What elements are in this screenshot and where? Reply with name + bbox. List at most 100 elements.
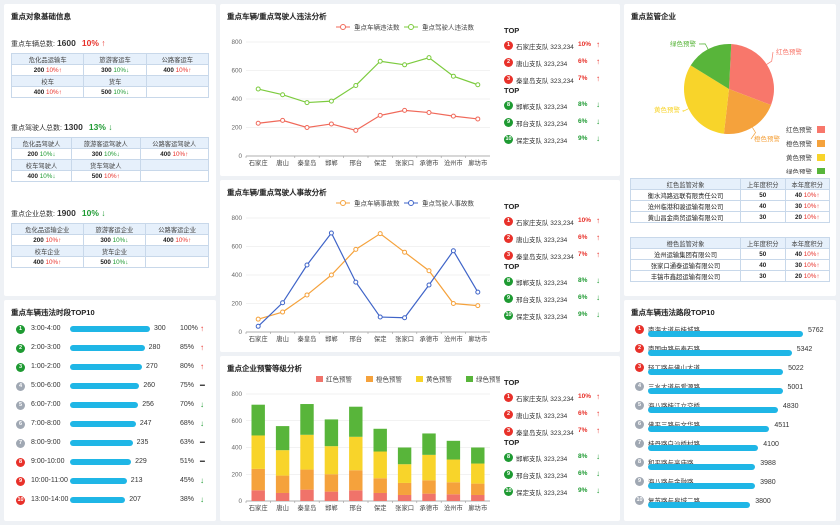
orange-monitor-table: 橙色监管对象 上年度积分 本年度积分 沧州运输集团有限公司 50 40 10%↑ 张家口通泰…	[630, 237, 830, 282]
top-name: 唐山支队 323,234	[516, 413, 568, 420]
top-name: 秦皇岛支队 323,234	[516, 78, 574, 85]
bar-segment	[446, 494, 461, 501]
legend-marker	[408, 200, 414, 206]
period-bar	[70, 383, 140, 389]
top-pct: 6%	[578, 410, 588, 417]
legend-swatch	[316, 376, 323, 382]
data-point	[450, 248, 456, 254]
legend-label: 绿色预警	[476, 375, 500, 384]
pie-slice	[723, 89, 772, 134]
table-cell	[145, 86, 210, 98]
top-pct: 9%	[578, 135, 588, 142]
data-point	[280, 117, 286, 123]
rank-badge: 10	[16, 496, 25, 505]
top-label: TOP	[504, 26, 520, 35]
period-pct: 68%	[180, 420, 195, 427]
road-value: 3800	[755, 498, 771, 505]
table-value-row: 200 10%↑ 300 10%↓ 400 10%↑	[10, 64, 210, 76]
cell-arrow: ↑	[185, 150, 189, 158]
rank-badge: 9	[635, 477, 644, 486]
x-tick-label: 张家口	[395, 158, 414, 167]
top-pct: 6%	[578, 58, 588, 65]
table-header-row: 红色监管对象 上年度积分 本年度积分	[630, 178, 830, 190]
legend-label: 黄色预警	[786, 153, 813, 162]
rank-badge: 6	[16, 420, 25, 429]
this-year-score: 30 10%↑	[784, 259, 830, 271]
legend-entry: 橙色预警	[786, 139, 825, 148]
cell-value: 200	[33, 236, 44, 244]
period-label: 8:00-9:00	[31, 439, 61, 446]
period-label: 2:00-3:00	[31, 344, 61, 351]
cell-arrow: ↓	[116, 150, 120, 158]
road-label: 桂丹路白沙桥村路	[648, 438, 700, 448]
cell-pct: 10%	[172, 150, 186, 158]
table-cell: 400 10%↑	[10, 86, 85, 98]
road-value: 3980	[760, 479, 776, 486]
rank-badge: 8	[504, 101, 513, 110]
table-header-row: 危化品驾驶人 旅游客运驾驶人 公路客运驾驶人	[10, 137, 209, 149]
top-name: 邯郸支队 323,234	[516, 456, 568, 463]
drivers-total-pct: 13% ↓	[88, 122, 113, 132]
data-point	[475, 303, 481, 309]
x-tick-label: 邢台	[350, 334, 363, 343]
rank-badge: 4	[635, 382, 644, 391]
warning-chart-panel: 重点企业预警等级分析 红色预警 橙色预警 黄色预警 绿色预警 0 200 400 600 800…	[220, 356, 620, 521]
period-value: 256	[142, 401, 154, 408]
bar-segment	[471, 463, 485, 484]
warning-bar-chart: 红色预警 橙色预警 黄色预警 绿色预警 0 200 400 600 800 石家庄 唐山 秦皇岛 邯郸 邢…	[231, 375, 500, 513]
cell-arrow: ↑	[188, 66, 192, 74]
bar-segment	[275, 492, 290, 501]
list-item: 10 13:00-14:00 207 38% ↓	[4, 495, 216, 507]
bar-segment	[324, 419, 339, 447]
period-pct: 70%	[180, 401, 195, 408]
road-label: 佛平三路与文华路	[648, 419, 700, 429]
table-cell	[145, 256, 209, 268]
top-pct: 6%	[578, 294, 588, 301]
x-tick-label: 石家庄	[249, 334, 268, 343]
table-cell: 货车	[83, 75, 147, 87]
panel-title: 重点对象基础信息	[11, 12, 71, 21]
cell-value: 500	[101, 88, 112, 96]
rank-badge: 8	[16, 458, 25, 467]
table-cell: 300 10%↓	[83, 64, 147, 76]
top-item: 2 唐山支队 323,234 6% ↑	[504, 409, 614, 420]
bar-segment	[324, 446, 339, 475]
period-bar	[70, 364, 142, 370]
x-tick-label: 邢台	[350, 503, 363, 512]
trend-arrow: ↑	[596, 426, 600, 435]
table-header-row: 校车驾驶人 货车驾驶人	[10, 159, 209, 171]
list-item: 5 海八路桂江立交桥 4830	[624, 400, 836, 413]
table-cell	[145, 245, 209, 257]
top-item: 1 石家庄支队 323,234 10% ↑	[504, 40, 614, 51]
bar-segment	[349, 470, 363, 491]
cell-value: 300	[101, 66, 112, 74]
table-cell: 旅游客运企业	[82, 223, 147, 235]
table-header-row: 橙色监管对象 上年度积分 本年度积分	[630, 237, 830, 249]
last-year-score: 50	[740, 248, 786, 260]
trend-arrow: ↑	[816, 272, 820, 280]
legend-label: 重点驾驶人违法数	[422, 23, 475, 32]
list-item: 1 3:00-4:00 300 100% ↑	[4, 324, 216, 336]
list-item: 3 1:00-2:00 270 80% ↑	[4, 362, 216, 374]
score-pct: 10%	[803, 261, 817, 269]
table-cell: 400 10%↓	[10, 170, 73, 182]
trend-arrow: ↑	[596, 392, 600, 401]
trend-arrow: ↓	[596, 276, 600, 285]
period-pct: 38%	[180, 496, 195, 503]
data-point	[377, 314, 383, 320]
period-value: 260	[143, 382, 156, 389]
x-tick-label: 唐山	[276, 158, 289, 167]
table-row: 黄山昌金商贸运输有限公司 30 20 10%↑	[630, 211, 830, 223]
x-tick-label: 石家庄	[249, 158, 268, 167]
table-cell: 200 10%↑	[10, 64, 85, 76]
cell-pct: 10%	[45, 258, 59, 266]
cell-pct: 10%	[113, 66, 126, 74]
trend-arrow: ↑	[596, 57, 600, 66]
top-name: 邢台支队 323,234	[516, 121, 568, 128]
data-point	[426, 55, 432, 61]
x-tick-label: 廊坊市	[468, 158, 487, 167]
bar-segment	[446, 482, 461, 495]
cell-value: 400	[160, 150, 171, 158]
pie-slice	[690, 44, 732, 89]
score-value: 20	[794, 213, 802, 221]
